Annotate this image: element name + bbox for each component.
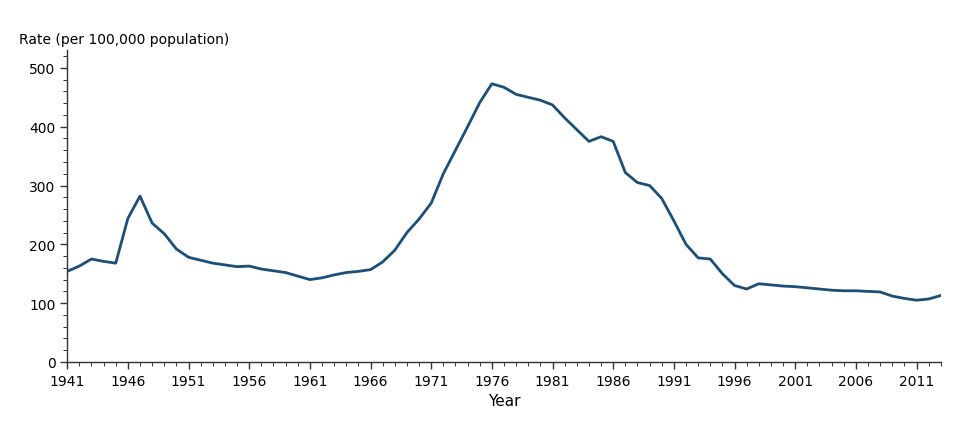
X-axis label: Year: Year (488, 393, 520, 409)
Text: Rate (per 100,000 population): Rate (per 100,000 population) (19, 32, 229, 46)
